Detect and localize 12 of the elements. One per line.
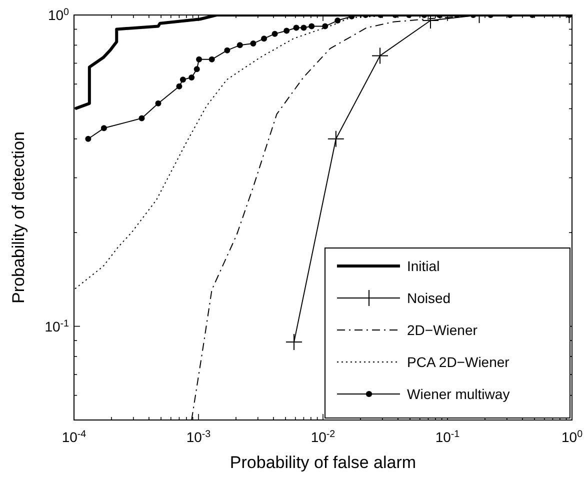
x-tick-label: 10$^{-1}$ (435, 428, 460, 445)
legend-label: 2D−Wiener (407, 322, 478, 338)
x-tick-label: 10$^{0}$ (561, 428, 584, 445)
legend-label: Noised (407, 290, 451, 306)
y-axis-title: Probability of detection (9, 132, 28, 304)
x-tick-label: 10$^{-4}$ (62, 428, 87, 445)
x-axis-title: Probability of false alarm (230, 453, 416, 472)
legend-label: Initial (407, 258, 440, 274)
x-tick-label: 10$^{-3}$ (186, 428, 212, 445)
legend-label: Wiener multiway (407, 386, 510, 402)
legend-label: PCA 2D−Wiener (407, 354, 510, 370)
x-tick-label: 10$^{-2}$ (310, 428, 336, 445)
